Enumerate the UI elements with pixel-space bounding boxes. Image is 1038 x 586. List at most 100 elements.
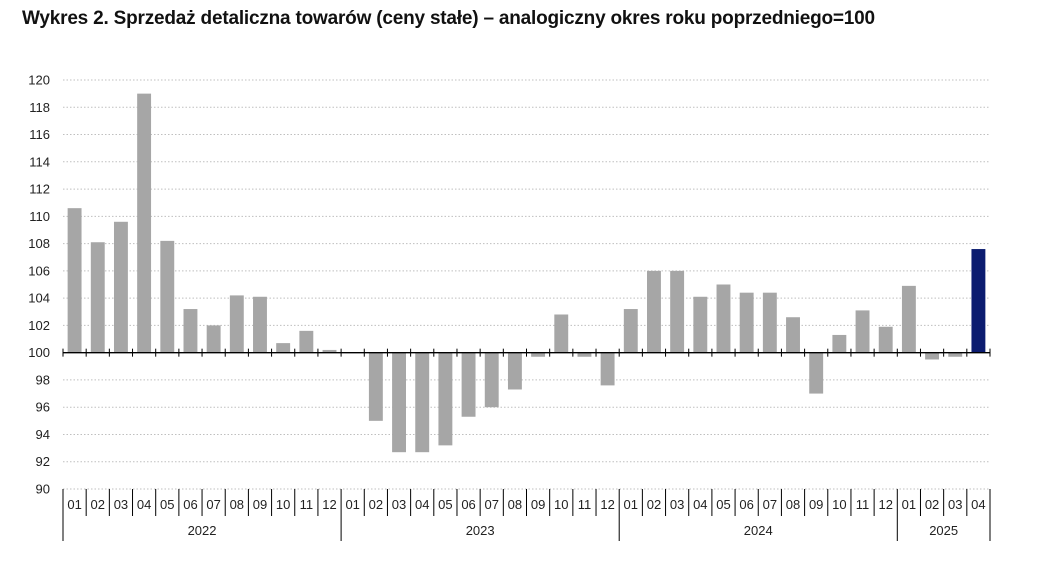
month-label: 12 [322,497,336,512]
month-label: 08 [230,497,244,512]
month-label: 05 [438,497,452,512]
bar-14 [368,352,383,421]
month-label: 04 [415,497,429,512]
y-tick-label: 114 [29,154,50,169]
bar-19 [484,352,499,408]
month-label: 07 [485,497,499,512]
month-label: 10 [832,497,846,512]
y-tick-label: 108 [28,236,50,251]
month-label: 06 [183,497,197,512]
bar-10 [276,343,291,353]
month-label: 09 [253,497,267,512]
bar-27 [670,270,685,353]
y-tick-label: 106 [28,263,50,278]
y-tick-label: 110 [29,209,50,224]
y-tick-label: 104 [28,291,50,306]
y-tick-label: 98 [36,372,50,387]
month-label: 03 [392,497,406,512]
bar-38 [925,352,940,360]
month-label: 01 [624,497,638,512]
month-label: 11 [856,497,870,512]
month-label: 03 [670,497,684,512]
month-label: 01 [67,497,81,512]
bar-40 [971,249,986,353]
bar-23 [577,352,592,357]
month-label: 08 [786,497,800,512]
month-label: 03 [948,497,962,512]
y-tick-label: 102 [28,318,50,333]
month-label: 04 [971,497,985,512]
bar-16 [415,352,430,453]
y-tick-label: 90 [36,482,50,497]
month-label: 05 [160,497,174,512]
x-axis-categories: 01 02 03 04 05 06 07 08 09 10 11 12 01 02 03 04 05 06 07 08… [62,489,991,541]
bar-36 [878,326,893,353]
bar-1 [67,208,82,353]
y-axis-ticks: 90 92 94 96 98 100 102 104 106 108 110 112 114 116 118… [28,73,50,497]
year-label: 2025 [929,523,958,538]
year-label: 2023 [466,523,495,538]
month-label: 09 [809,497,823,512]
bar-12 [322,349,337,353]
month-label: 03 [114,497,128,512]
bar-29 [716,284,731,353]
y-tick-label: 96 [36,400,50,415]
bar-7 [206,325,221,353]
month-label: 06 [739,497,753,512]
bar-2 [90,242,105,353]
bar-6 [183,309,198,353]
gridlines [63,79,990,490]
bar-22 [554,314,569,353]
bar-35 [855,310,870,353]
month-label: 09 [531,497,545,512]
year-label: 2022 [188,523,217,538]
baseline-axis [62,348,991,357]
bar-11 [299,330,314,353]
month-label: 02 [369,497,383,512]
bar-4 [137,93,152,353]
month-label: 02 [647,497,661,512]
bar-18 [461,352,476,417]
month-label: 05 [716,497,730,512]
y-tick-label: 94 [36,427,50,442]
bar-24 [600,352,615,386]
bar-30 [739,292,754,353]
bar-15 [392,352,406,453]
bar-34 [832,334,847,353]
month-label: 11 [578,497,592,512]
bar-17 [438,352,453,446]
bar-28 [693,296,708,353]
month-label: 06 [461,497,475,512]
y-tick-label: 116 [29,127,50,142]
month-label: 10 [554,497,568,512]
month-label: 12 [878,497,892,512]
y-tick-label: 92 [36,454,50,469]
month-label: 11 [300,497,314,512]
y-tick-label: 118 [29,100,50,115]
bar-26 [647,270,661,353]
bar-25 [623,309,638,353]
y-tick-label: 112 [29,182,50,197]
month-label: 07 [763,497,777,512]
y-tick-label: 120 [28,73,50,88]
bar-32 [786,317,800,353]
bar-39 [948,352,963,357]
month-label: 01 [902,497,916,512]
y-tick-label: 100 [28,345,50,360]
bar-5 [160,240,175,353]
month-label: 12 [600,497,614,512]
bars [67,93,986,453]
month-label: 02 [91,497,105,512]
month-label: 02 [925,497,939,512]
bar-37 [901,285,916,353]
bar-21 [531,352,546,357]
bar-9 [253,296,267,353]
month-label: 04 [693,497,707,512]
bar-8 [229,295,244,353]
bar-3 [113,221,128,353]
year-label: 2024 [744,523,773,538]
month-label: 10 [276,497,290,512]
month-label: 01 [345,497,359,512]
month-label: 08 [508,497,522,512]
